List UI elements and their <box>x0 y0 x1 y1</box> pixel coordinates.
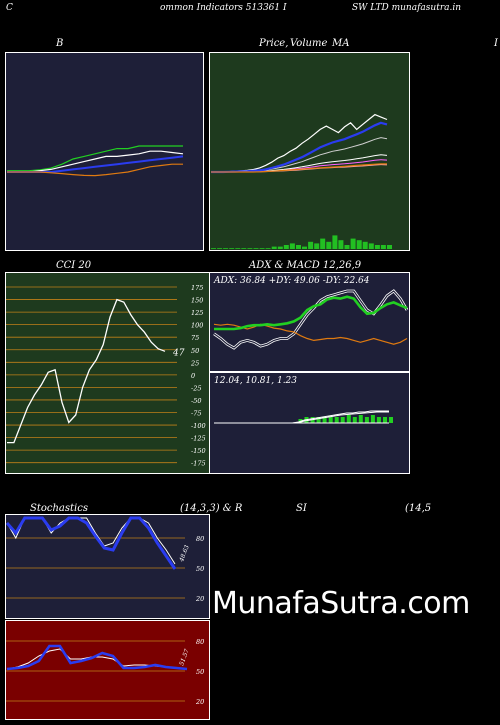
volume-bar <box>211 248 216 249</box>
volume-bar <box>283 245 289 249</box>
bollinger-chart <box>5 52 204 251</box>
macd-histogram-bar <box>346 415 351 423</box>
cci-value-label: 47 <box>172 348 185 358</box>
adx-chart <box>209 272 410 372</box>
cci-tick-label: -125 <box>191 435 206 443</box>
cci-title: CCI 20 <box>56 260 92 271</box>
volume-bar <box>380 245 386 249</box>
macd-histogram-bar <box>389 417 393 423</box>
macd-line <box>214 410 389 424</box>
cci-tick-label: 0 <box>191 372 195 380</box>
volume-bar <box>253 248 259 249</box>
volume-bar <box>302 246 307 249</box>
price-title-ma: MA <box>332 38 350 49</box>
minus-dy-line <box>213 323 408 345</box>
stoch-tick-label: 20 <box>195 595 204 603</box>
header-right: SW LTD munafasutra.in <box>352 3 462 13</box>
bollinger-line-3 <box>7 163 183 177</box>
volume-bar <box>259 248 265 249</box>
cci-tick-label: -100 <box>191 422 206 430</box>
cci-tick-label: -25 <box>191 384 201 392</box>
volume-bar <box>350 238 356 249</box>
bollinger-title: B <box>56 38 64 49</box>
macd-histogram-bar <box>376 417 381 423</box>
macd-readout: 12.04, 10.81, 1.23 <box>214 376 298 386</box>
volume-bar <box>308 241 314 249</box>
volume-bar <box>368 243 374 249</box>
volume-bar <box>235 248 241 249</box>
macd-histogram-bar <box>328 417 333 423</box>
volume-bar <box>314 243 320 249</box>
adx-title: ADX & MACD 12,26,9 <box>249 260 362 271</box>
price-edge-label: I <box>494 38 498 49</box>
watermark: MunafaSutra.com <box>212 586 470 621</box>
volume-bar <box>387 245 392 249</box>
stoch-tick-label: 80 <box>196 535 204 543</box>
rsi-title: SI <box>296 503 307 514</box>
cci-tick-label: 25 <box>190 359 199 367</box>
cci-tick-label: 150 <box>191 297 203 305</box>
volume-bar <box>296 245 301 249</box>
macd-histogram-bar <box>352 417 357 423</box>
volume-bar <box>289 243 295 249</box>
macd-histogram-bar <box>322 417 327 423</box>
price-chart <box>209 52 410 251</box>
cci-tick-label: -175 <box>191 460 206 468</box>
volume-bar <box>344 245 350 249</box>
stoch-title: Stochastics <box>30 503 88 514</box>
volume-bar <box>217 248 223 249</box>
cci-tick-label: -75 <box>191 410 201 418</box>
cci-tick-label: -50 <box>191 397 201 405</box>
rsi-tick-label: 50 <box>196 668 204 676</box>
cci-tick-label: 175 <box>191 284 203 292</box>
volume-bar <box>356 240 362 249</box>
price-title: Price, <box>259 38 289 49</box>
macd-histogram-bar <box>340 417 345 423</box>
cci-tick-label: 125 <box>191 309 203 317</box>
volume-bar <box>362 241 368 249</box>
cci-line <box>7 298 166 444</box>
volume-bar <box>338 240 344 249</box>
price-line-1 <box>211 121 388 174</box>
stoch-k-line <box>5 516 177 570</box>
adx-readout: ADX: 36.84 +DY: 49.06 -DY: 22.64 <box>214 276 370 286</box>
stoch-params: (14,3,3) & R <box>180 503 243 514</box>
volume-bar <box>320 238 326 249</box>
macd-histogram-bar <box>316 417 321 423</box>
volume-bar <box>265 248 271 249</box>
price-line-2 <box>211 163 387 173</box>
volume-bar <box>229 248 235 249</box>
price-title-volume: Volume <box>290 38 328 49</box>
volume-bar <box>241 248 247 249</box>
header-center: ommon Indicators 513361 I <box>160 3 287 13</box>
cci-tick-label: 50 <box>191 347 199 355</box>
volume-bar <box>332 235 338 249</box>
stoch-tick-label: 50 <box>196 565 204 573</box>
rsi-tick-label: 20 <box>195 698 204 706</box>
cci-tick-label: 75 <box>191 334 199 342</box>
adx-line <box>214 295 408 331</box>
macd-histogram-bar <box>364 417 369 423</box>
header-left: C <box>6 3 13 13</box>
bollinger-line-0 <box>7 145 183 172</box>
rsi-tick-label: 80 <box>196 638 204 646</box>
macd-histogram-bar <box>358 415 363 423</box>
macd-histogram-bar <box>383 417 387 423</box>
cci-tick-label: -150 <box>191 447 206 455</box>
macd-histogram-bar <box>334 417 339 423</box>
volume-bar <box>247 248 253 249</box>
volume-bar <box>271 246 277 249</box>
rsi-params: (14,5 <box>405 503 432 514</box>
volume-bar <box>277 246 283 249</box>
rsi-line <box>6 644 188 671</box>
cci-tick-label: 100 <box>191 322 203 330</box>
macd-histogram-bar <box>370 415 375 423</box>
macd-chart <box>209 372 410 474</box>
volume-bar <box>223 248 229 249</box>
cci-chart: 175 150 125 100 75 50 25 0 -25 -50 -75 -100 -125 -150… <box>5 272 210 474</box>
volume-bar <box>326 241 332 249</box>
volume-bar <box>374 245 380 249</box>
